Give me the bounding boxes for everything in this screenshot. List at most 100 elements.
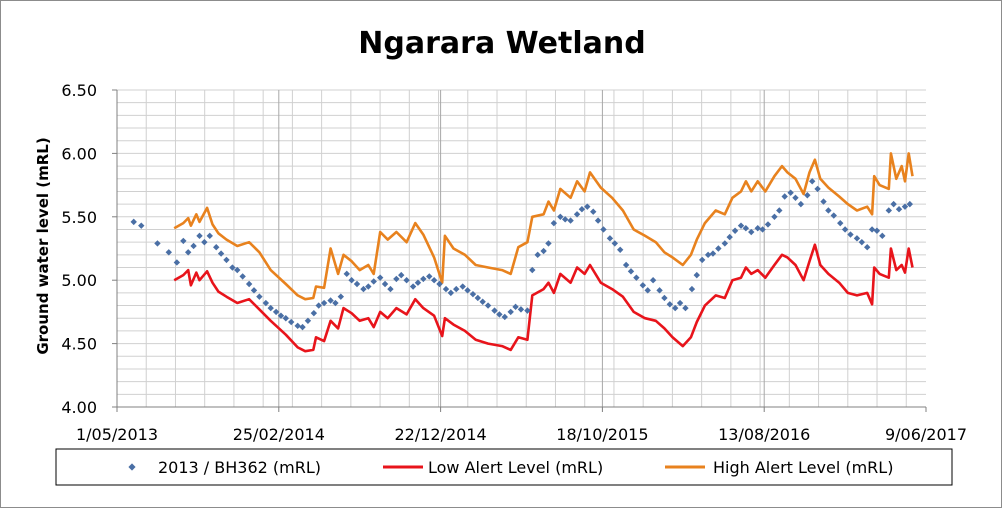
bh362-point: [426, 273, 433, 280]
bh362-point: [360, 285, 367, 293]
bh362-point: [484, 302, 492, 309]
bh362-point: [594, 217, 602, 224]
bh362-point: [561, 216, 569, 223]
bh362-point: [414, 279, 422, 286]
bh362-point: [213, 244, 220, 251]
bh362-point: [759, 226, 766, 233]
bh362-point: [781, 193, 788, 200]
bh362-point: [370, 278, 377, 285]
bh362-point: [196, 232, 203, 240]
legend-box: [55, 448, 953, 486]
bh362-point: [234, 266, 241, 274]
bh362-point: [693, 271, 700, 279]
bh362-point: [820, 198, 827, 205]
bh362-point: [550, 219, 558, 227]
bh362-point: [398, 271, 405, 279]
y-tick-label: 5.50: [61, 208, 97, 227]
low-alert-line: [173, 243, 914, 353]
bh362-point: [304, 317, 312, 324]
bh362-legend-key: [128, 463, 136, 471]
bh362-point: [726, 233, 733, 241]
x-tick-label: 13/08/2016: [718, 425, 810, 444]
bh362-point: [348, 277, 355, 284]
bh362-point: [666, 301, 674, 308]
bh362-point: [353, 280, 361, 288]
bh362-point: [742, 225, 750, 232]
bh362-point: [825, 207, 832, 214]
bh362-point: [879, 232, 886, 240]
bh362-point: [853, 235, 861, 242]
bh362-point: [622, 261, 630, 269]
bh362-point: [649, 277, 657, 284]
bh362-legend-label: 2013 / BH362 (mRL): [158, 458, 321, 477]
bh362-point: [442, 285, 450, 293]
bh362-point: [661, 294, 668, 302]
bh362-point: [731, 227, 739, 234]
bh362-point: [721, 240, 729, 247]
bh362-point: [447, 289, 455, 297]
bh362-point: [868, 226, 876, 233]
legend: 2013 / BH362 (mRL) Low Alert Level (mRL) H…: [55, 448, 953, 486]
bh362-point: [873, 227, 881, 234]
bh362-point: [459, 283, 466, 290]
bh362-point: [715, 245, 722, 252]
bh362-point: [754, 225, 761, 232]
bh362-point: [517, 306, 525, 313]
bh362-point: [534, 251, 541, 259]
bh362-point: [190, 242, 197, 250]
bh362-point: [250, 287, 258, 294]
bh362-point: [507, 308, 514, 316]
bh362-point: [837, 219, 844, 227]
bh362-point: [409, 283, 417, 290]
bh362-point: [420, 275, 427, 283]
bh362-point: [858, 238, 866, 246]
bh362-point: [606, 235, 614, 242]
bh362-point: [524, 307, 531, 314]
bh362-point: [453, 285, 460, 293]
bh362-point: [885, 207, 892, 214]
bh362-point: [272, 308, 280, 316]
bh362-point: [600, 226, 607, 233]
high-alert-line: [173, 152, 914, 301]
bh362-point: [245, 280, 253, 288]
bh362-point: [430, 277, 438, 284]
bh362-point: [688, 285, 696, 293]
bh362-point: [436, 280, 443, 288]
bh362-point: [310, 309, 318, 317]
bh362-point: [776, 207, 783, 214]
bh362-point: [616, 246, 624, 253]
bh362-point: [809, 178, 816, 185]
bh362-point: [557, 213, 564, 220]
bh362-point: [479, 298, 486, 305]
bh362-point: [376, 274, 384, 281]
bh362-point: [491, 307, 498, 314]
bh362-point: [584, 203, 591, 210]
low-alert-legend-label: Low Alert Level (mRL): [428, 458, 603, 477]
bh362-point: [771, 213, 778, 220]
bh362-point: [633, 274, 640, 281]
bh362-point: [672, 304, 679, 312]
bh362-point: [365, 283, 372, 290]
bh362-point: [332, 299, 339, 307]
bh362-point: [764, 221, 772, 228]
bh362-point: [381, 280, 389, 288]
high-alert-legend-label: High Alert Level (mRL): [713, 458, 893, 477]
y-tick-label: 5.00: [61, 271, 97, 290]
bh362-point: [709, 250, 717, 257]
bh362-point: [387, 285, 394, 293]
bh362-point: [343, 270, 350, 278]
bh362-point: [737, 222, 745, 229]
bh362-point: [895, 205, 903, 213]
bh362-point: [474, 294, 482, 302]
bh362-point: [393, 275, 400, 283]
bh362-point: [573, 211, 581, 218]
y-tick-label: 4.50: [61, 335, 97, 354]
bh362-point: [814, 185, 821, 193]
series-layer: [130, 152, 914, 353]
bh362-point: [223, 256, 230, 264]
x-tick-label: 18/10/2015: [556, 425, 648, 444]
bh362-point: [698, 256, 706, 264]
bh362-point: [469, 290, 477, 298]
bh362-point: [138, 222, 145, 229]
